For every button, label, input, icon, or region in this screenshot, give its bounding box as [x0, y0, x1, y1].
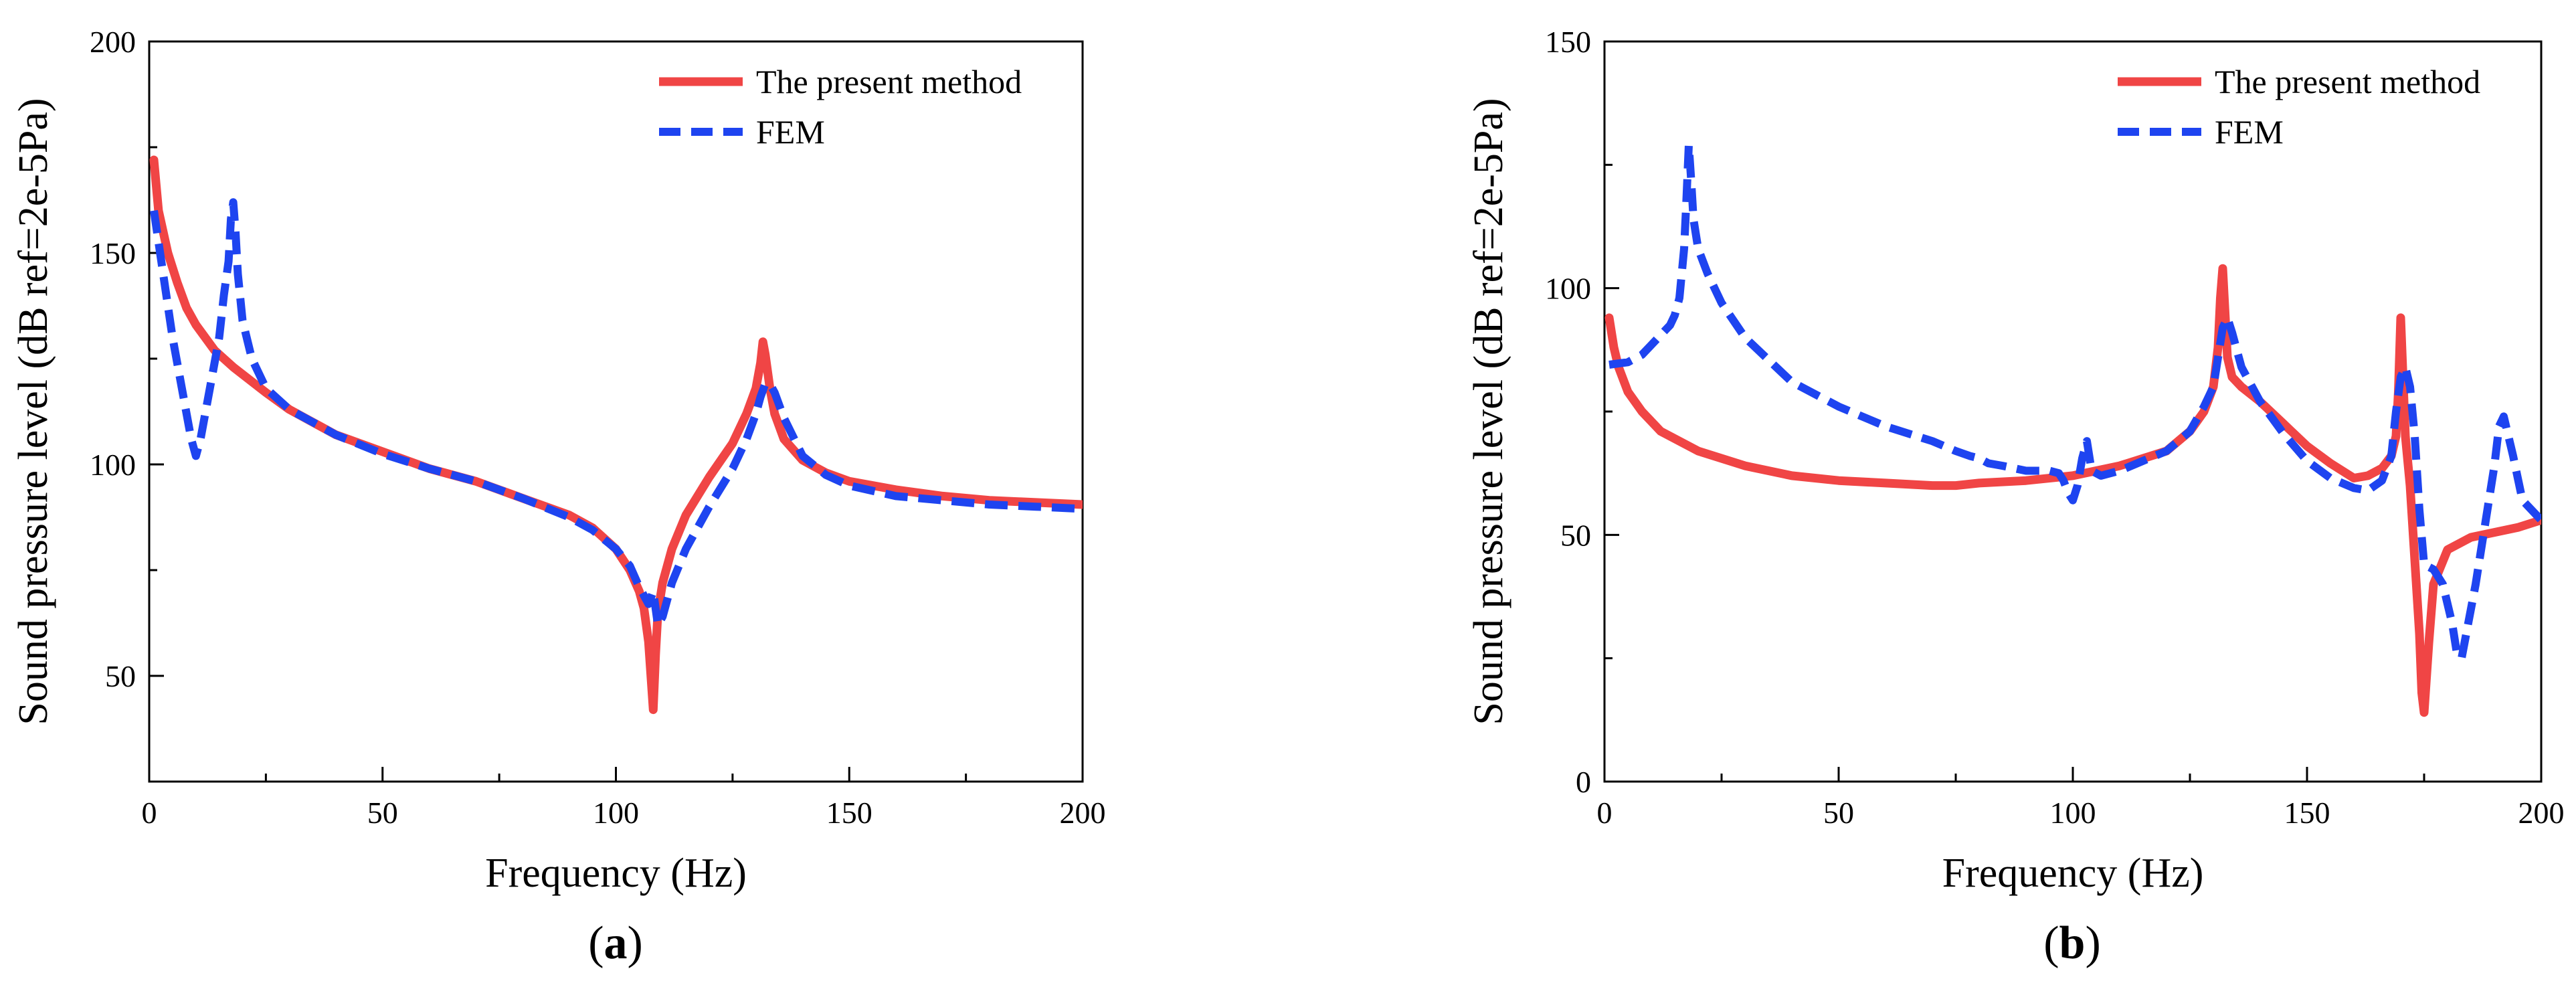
series-group [1604, 141, 2541, 717]
y-tick-label: 200 [90, 25, 136, 59]
x-tick-label: 150 [2284, 796, 2330, 830]
legend-label: The present method [2215, 63, 2480, 100]
x-tick-label: 200 [2518, 796, 2565, 830]
x-tick-label: 50 [367, 796, 398, 830]
x-tick-label: 100 [593, 796, 639, 830]
panel-label: (b) [2043, 917, 2101, 969]
y-tick-label: 150 [1545, 25, 1591, 59]
x-tick-label: 50 [1823, 796, 1854, 830]
legend-label: The present method [756, 63, 1022, 100]
y-tick-label: 0 [1576, 765, 1591, 799]
y-tick-label: 100 [1545, 272, 1591, 306]
legend-label: FEM [2215, 113, 2284, 151]
x-tick-label: 100 [2050, 796, 2096, 830]
panel-letter: b [2059, 917, 2086, 969]
y-tick-label: 100 [90, 448, 136, 482]
x-axis-title: Frequency (Hz) [485, 850, 747, 896]
present-method-series-line [149, 155, 1083, 715]
x-tick-label: 0 [142, 796, 157, 830]
fem-series-line [150, 198, 1083, 630]
y-tick-label: 50 [105, 659, 136, 693]
legend-label: FEM [756, 113, 825, 151]
x-tick-label: 150 [826, 796, 872, 830]
y-axis-title: Sound pressure level (dB ref=2e-5Pa) [1466, 98, 1511, 725]
y-axis-title: Sound pressure level (dB ref=2e-5Pa) [11, 98, 56, 725]
series-group [149, 155, 1083, 715]
chart-panel-a: 0 50 100 150 200 50 100 150 200 Frequency (Hz) Sou… [11, 25, 1106, 969]
chart-panel-b: 0 50 100 150 200 0 50 100 150 Frequency (Hz) Sound… [1466, 25, 2565, 969]
x-tick-label: 200 [1060, 796, 1106, 830]
panel-label: (a) [588, 917, 643, 969]
fem-series-line [1608, 141, 2541, 662]
x-tick-label: 0 [1597, 796, 1613, 830]
y-tick-label: 150 [90, 236, 136, 270]
present-method-series-line [1604, 264, 2541, 717]
y-tick-label: 50 [1560, 518, 1591, 552]
x-axis-title: Frequency (Hz) [1942, 850, 2204, 896]
panel-letter: a [604, 917, 628, 969]
